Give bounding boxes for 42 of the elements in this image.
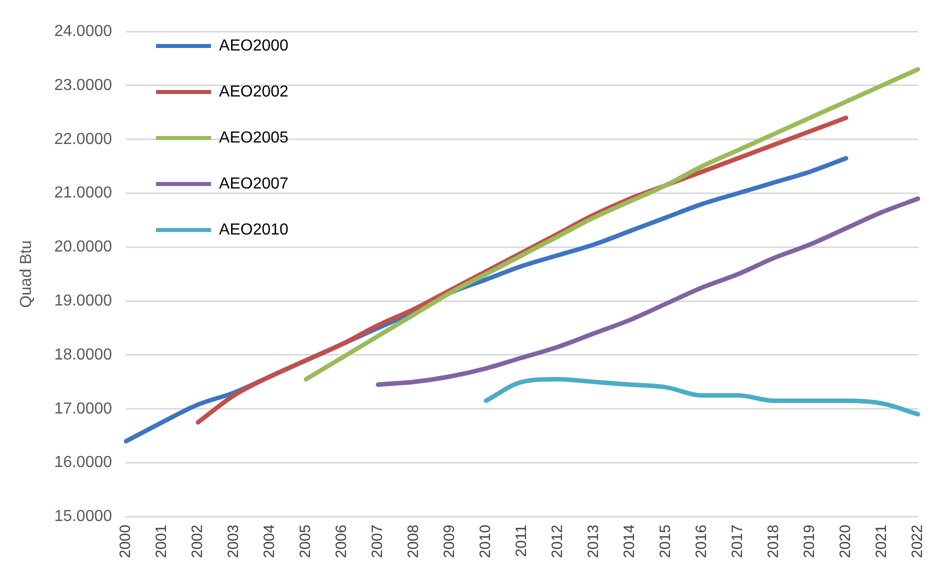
y-tick-label: 23.0000 xyxy=(54,76,112,94)
y-tick-label: 18.0000 xyxy=(54,346,112,364)
line-series xyxy=(304,67,920,382)
y-tick-label: 16.0000 xyxy=(54,454,112,472)
y-tick-label: 17.0000 xyxy=(54,400,112,418)
x-tick-label: 2020 xyxy=(837,524,854,558)
y-tick-label: 15.0000 xyxy=(54,508,112,526)
x-tick-label: 2005 xyxy=(297,524,314,558)
x-tick-label: 2009 xyxy=(441,524,458,558)
y-tick-label: 21.0000 xyxy=(54,184,112,202)
x-tick-label: 2015 xyxy=(657,524,674,558)
x-tick-label: 2014 xyxy=(621,524,638,558)
x-tick-label: 2011 xyxy=(513,524,530,557)
y-tick-label: 20.0000 xyxy=(54,238,112,256)
x-tick-label: 2010 xyxy=(477,524,494,558)
y-tick-label: 24.0000 xyxy=(54,23,112,40)
legend-label: AEO2007 xyxy=(219,175,289,192)
x-tick-label: 2019 xyxy=(801,524,818,558)
y-tick-label: 19.0000 xyxy=(54,292,112,310)
legend-label: AEO2005 xyxy=(219,129,289,146)
x-tick-label: 2006 xyxy=(333,524,350,558)
x-tick-label: 2003 xyxy=(225,524,242,558)
x-tick-label: 2007 xyxy=(369,524,386,558)
y-tick-label: 22.0000 xyxy=(54,130,112,148)
x-tick-label: 2008 xyxy=(405,524,422,558)
y-axis-title: Quad Btu xyxy=(18,240,36,308)
legend-label: AEO2010 xyxy=(219,221,289,238)
line-series xyxy=(376,196,920,387)
legend-label: AEO2002 xyxy=(219,83,289,100)
x-tick-label: 2017 xyxy=(729,524,746,558)
x-tick-label: 2021 xyxy=(873,524,890,558)
x-tick-label: 2022 xyxy=(909,524,926,558)
x-tick-label: 2012 xyxy=(549,524,566,558)
x-tick-label: 2013 xyxy=(585,524,602,558)
x-tick-label: 2000 xyxy=(117,524,134,558)
x-tick-label: 2016 xyxy=(693,524,710,558)
x-tick-label: 2001 xyxy=(153,524,170,558)
x-tick-label: 2002 xyxy=(189,524,206,558)
x-tick-label: 2004 xyxy=(261,524,278,558)
x-tick-label: 2018 xyxy=(765,524,782,558)
legend-label: AEO2000 xyxy=(219,37,289,54)
line-series xyxy=(484,376,920,416)
